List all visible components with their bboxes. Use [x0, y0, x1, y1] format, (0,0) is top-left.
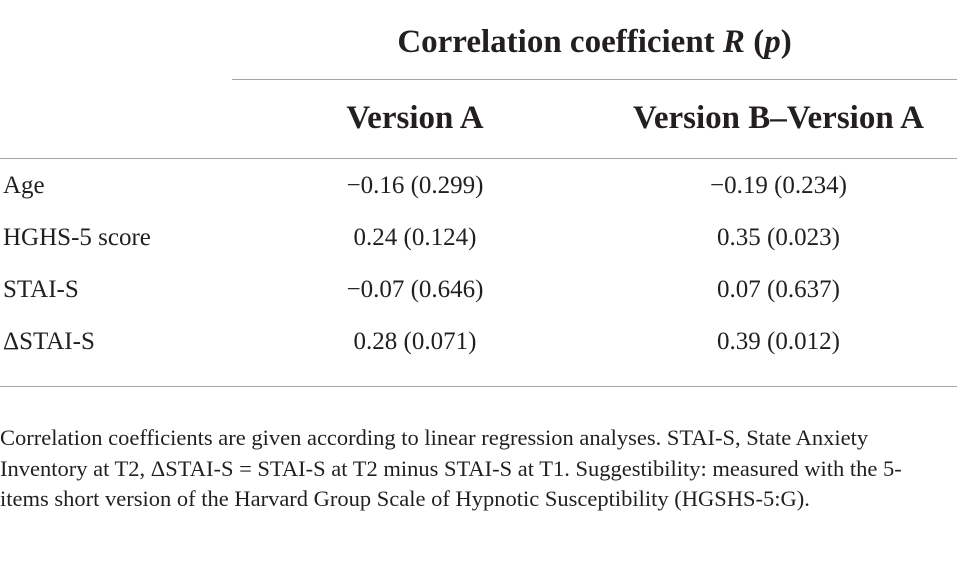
- row-value-version-b-minus-a: 0.35 (0.023): [717, 224, 840, 251]
- row-value-version-b-minus-a: −0.19 (0.234): [710, 172, 847, 199]
- row-value-version-a: −0.07 (0.646): [346, 276, 484, 303]
- table-footnote: Correlation coefficients are given accor…: [0, 425, 902, 511]
- group-header-paren-close: ): [780, 24, 792, 60]
- header-rule: [0, 158, 957, 159]
- row-value-version-b-minus-a: 0.39 (0.012): [717, 328, 840, 355]
- row-value-version-a: −0.16 (0.299): [346, 172, 484, 199]
- group-rule: [232, 79, 957, 80]
- group-header-paren-open: (: [744, 24, 765, 60]
- table-row: Age −0.16 (0.299) −0.19 (0.234): [0, 160, 957, 212]
- group-header-text: Correlation coefficient: [397, 24, 723, 60]
- group-header-symbol-r: R: [722, 24, 745, 60]
- row-label: ΔSTAI-S: [3, 328, 95, 355]
- table-row: ΔSTAI-S 0.28 (0.071) 0.39 (0.012): [0, 316, 957, 368]
- row-value-version-a: 0.24 (0.124): [353, 224, 477, 251]
- group-header: Correlation coefficient R (p): [232, 20, 957, 64]
- row-label: STAI-S: [3, 276, 79, 303]
- row-label: Age: [3, 172, 45, 199]
- row-label: HGHS-5 score: [3, 224, 151, 251]
- bottom-rule: [0, 386, 957, 387]
- row-value-version-b-minus-a: 0.07 (0.637): [717, 276, 840, 303]
- group-header-symbol-p: p: [764, 24, 781, 60]
- table-row: STAI-S −0.07 (0.646) 0.07 (0.637): [0, 264, 957, 316]
- table-row: HGHS-5 score 0.24 (0.124) 0.35 (0.023): [0, 212, 957, 264]
- row-value-version-a: 0.28 (0.071): [353, 328, 477, 355]
- column-header-version-b-minus-a: Version B–Version A: [633, 100, 924, 136]
- column-header-version-a: Version A: [346, 100, 484, 136]
